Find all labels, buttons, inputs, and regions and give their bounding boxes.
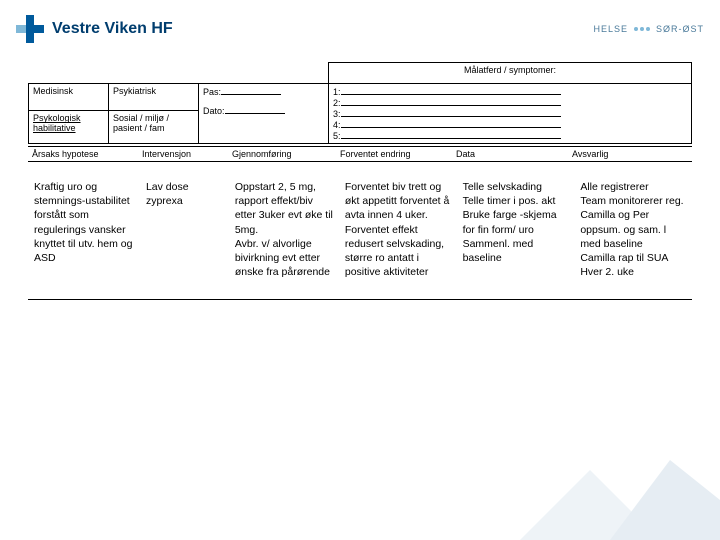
background-shapes-icon: [460, 440, 720, 540]
box-sosial: Sosial / miljø / pasient / fam: [109, 111, 199, 144]
col-h6: Avsvarlig: [568, 147, 692, 162]
col-h2: Intervensjon: [138, 147, 228, 162]
num3: 3:: [333, 109, 341, 119]
brand-right: HELSE SØR-ØST: [593, 24, 704, 34]
content-row: Kraftig uro og stemnings-ustabilitet for…: [28, 172, 692, 300]
form-header-area: Målatferd / symptomer: Medisinsk Psykiat…: [28, 62, 692, 162]
cell-forventet: Forventet biv trett og økt appetitt forv…: [339, 180, 457, 279]
cell-hypotese: Kraftig uro og stemnings-ustabilitet for…: [28, 180, 140, 279]
col-h1: Årsaks hypotese: [28, 147, 138, 162]
partner-left: HELSE: [593, 24, 628, 34]
box-psykiatrisk: Psykiatrisk: [109, 84, 199, 111]
column-headers: Årsaks hypotese Intervensjon Gjennomføri…: [28, 146, 692, 162]
dots-icon: [634, 27, 650, 31]
cross-logo-icon: [16, 15, 44, 43]
num2: 2:: [333, 98, 341, 108]
box-psyk-hab: Psykologisk habilitative: [29, 111, 109, 144]
col-h4: Forventet endring: [336, 147, 452, 162]
cell-ansvarlig: Alle registrerer Team monitorerer reg. C…: [574, 180, 692, 279]
cell-gjennomforing: Oppstart 2, 5 mg, rapport effekt/biv ett…: [229, 180, 339, 279]
col-h3: Gjennomføring: [228, 147, 336, 162]
brand-left: Vestre Viken HF: [16, 15, 173, 43]
box-pas-dato: Pas: Dato:: [199, 84, 329, 144]
col-h5: Data: [452, 147, 568, 162]
num4: 4:: [333, 120, 341, 130]
num5: 5:: [333, 131, 341, 141]
dato-label: Dato:: [203, 106, 225, 116]
num1: 1:: [333, 87, 341, 97]
cell-intervensjon: Lav dose zyprexa: [140, 180, 229, 279]
page-header: Vestre Viken HF HELSE SØR-ØST: [0, 0, 720, 54]
brand-name: Vestre Viken HF: [52, 20, 173, 38]
top-table: Målatferd / symptomer: Medisinsk Psykiat…: [28, 62, 692, 144]
mal-header: Målatferd / symptomer:: [329, 63, 692, 84]
box-medisinsk: Medisinsk: [29, 84, 109, 111]
box-numbers: 1: 2: 3: 4: 5:: [329, 84, 692, 144]
cell-data: Telle selvskading Telle timer i pos. akt…: [457, 180, 575, 279]
pas-label: Pas:: [203, 87, 221, 97]
partner-right: SØR-ØST: [656, 24, 704, 34]
